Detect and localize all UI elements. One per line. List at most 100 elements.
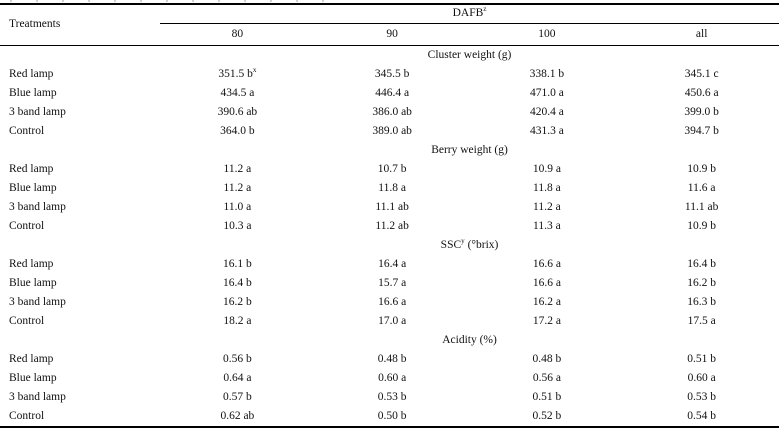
table-row: Control 10.3 a 11.2 ab 11.3 a 10.9 b [0,217,779,236]
column-header-100: 100 [469,23,625,46]
value-cell: 11.8 a [378,181,406,194]
value-cell: 18.2 a [223,314,252,327]
value-cell: 16.2 a [532,295,561,308]
section-title: SSCy (°brix) [440,236,499,251]
treatment-label: Control [9,314,45,327]
column-header-80: 80 [160,23,315,46]
value-cell: 0.56 b [223,352,252,365]
section-spacer-cell [0,236,160,255]
value-cell: 10.7 b [377,162,407,175]
value-cell: 0.57 b [223,390,252,403]
results-table-body: Cluster weight (g) Red lamp 351.5 bx 345.5 … [0,46,779,428]
treatment-label: Control [9,409,45,422]
treatment-label: 3 band lamp [9,390,66,403]
table-row: Control 0.62 ab 0.50 b 0.52 b 0.54 b [0,407,779,427]
value-cell: 399.0 b [684,105,719,118]
value-cell: 0.60 a [687,371,716,384]
value-cell: 16.3 b [687,295,717,308]
section-header-row: Acidity (%) [0,331,779,350]
value-cell: 11.2 ab [375,219,409,232]
treatment-label: Red lamp [9,67,54,80]
value-cell: 0.52 b [532,409,562,422]
value-cell: 16.6 a [532,257,561,270]
section-header-row: Cluster weight (g) [0,46,779,66]
value-cell: 16.4 b [223,276,252,289]
value-cell: 11.2 a [533,200,561,213]
treatment-label: 3 band lamp [9,200,66,213]
section-title: Berry weight (g) [431,143,508,156]
value-cell: 351.5 bx [218,65,257,80]
value-cell: 0.53 b [687,390,717,403]
value-cell: 17.0 a [378,314,407,327]
table-row: Blue lamp 11.2 a 11.8 a 11.8 a 11.6 a [0,179,779,198]
treatment-label: 3 band lamp [9,105,66,118]
treatment-label: Control [9,219,45,232]
value-cell: 10.9 b [687,162,717,175]
value-cell: 0.60 a [378,371,407,384]
value-cell: 11.2 a [223,162,252,175]
table-row: Red lamp 16.1 b 16.4 a 16.6 a 16.4 b [0,255,779,274]
value-cell: 11.3 a [533,219,561,232]
value-cell: 10.3 a [223,219,252,232]
value-cell: 450.6 a [684,86,719,99]
value-cell: 16.2 b [687,276,717,289]
table-row: 3 band lamp 390.6 ab 386.0 ab 420.4 a 399.0 … [0,103,779,122]
value-cell: 11.0 a [223,200,252,213]
value-cell: 431.3 a [529,124,564,137]
treatment-label: Blue lamp [9,276,57,289]
value-cell: 10.9 b [687,219,717,232]
value-cell: 0.53 b [377,390,407,403]
value-cell: 338.1 b [529,67,565,80]
table-row: 3 band lamp 11.0 a 11.1 ab 11.2 a 11.1 ab [0,198,779,217]
value-cell: 389.0 ab [372,124,412,137]
value-cell: 471.0 a [529,86,564,99]
treatment-label: Red lamp [9,162,54,175]
value-cell: 17.5 a [687,314,716,327]
value-cell: 16.2 b [223,295,252,308]
value-cell: 0.51 b [687,352,717,365]
value-cell: 0.62 ab [220,409,255,422]
table-row: Blue lamp 0.64 a 0.60 a 0.56 a 0.60 a [0,369,779,388]
section-header-row: Berry weight (g) [0,141,779,160]
section-spacer-cell [0,46,160,66]
table-header: Treatments DAFBz 80 90 100 all [0,4,779,46]
value-cell: 16.6 a [378,295,407,308]
value-cell: 15.7 a [378,276,407,289]
table-row: Red lamp 11.2 a 10.7 b 10.9 a 10.9 b [0,160,779,179]
value-cell: 434.5 a [220,86,255,99]
value-cell: 386.0 ab [372,105,412,118]
table-row: 3 band lamp 0.57 b 0.53 b 0.51 b 0.53 b [0,388,779,407]
value-cell: 0.48 b [377,352,407,365]
table-row: Blue lamp 434.5 a 446.4 a 471.0 a 450.6 a [0,84,779,103]
table-row: Control 364.0 b 389.0 ab 431.3 a 394.7 b [0,122,779,141]
column-header-row: 80 90 100 all [0,23,779,46]
value-cell: 0.48 b [532,352,562,365]
group-header-row: Treatments DAFBz [0,4,779,46]
value-cell: 11.6 a [687,181,716,194]
section-spacer-cell [0,141,160,160]
value-cell: 10.9 a [532,162,561,175]
treatment-label: 3 band lamp [9,295,66,308]
section-title: Acidity (%) [442,333,497,346]
table-row: Red lamp 0.56 b 0.48 b 0.48 b 0.51 b [0,350,779,369]
value-cell: 394.7 b [684,124,719,137]
treatment-label: Blue lamp [9,181,57,194]
value-cell: 364.0 b [220,124,255,137]
value-cell: 16.6 a [532,276,561,289]
table-row: 3 band lamp 16.2 b 16.6 a 16.2 a 16.3 b [0,293,779,312]
value-cell: 0.64 a [223,371,252,384]
value-cell: 11.1 ab [684,200,719,213]
dafb-group-header: DAFBz [160,4,779,24]
table-row: Control 18.2 a 17.0 a 17.2 a 17.5 a [0,312,779,331]
value-cell: 17.2 a [532,314,561,327]
value-cell: 345.1 c [684,67,719,80]
treatment-label: Control [9,124,45,137]
value-cell: 446.4 a [375,86,410,99]
column-header-all: all [624,23,779,46]
value-cell: 390.6 ab [217,105,258,118]
value-cell: 0.50 b [377,409,407,422]
value-cell: 0.51 b [532,390,562,403]
value-cell: 420.4 a [529,105,564,118]
table-row: Blue lamp 16.4 b 15.7 a 16.6 a 16.2 b [0,274,779,293]
